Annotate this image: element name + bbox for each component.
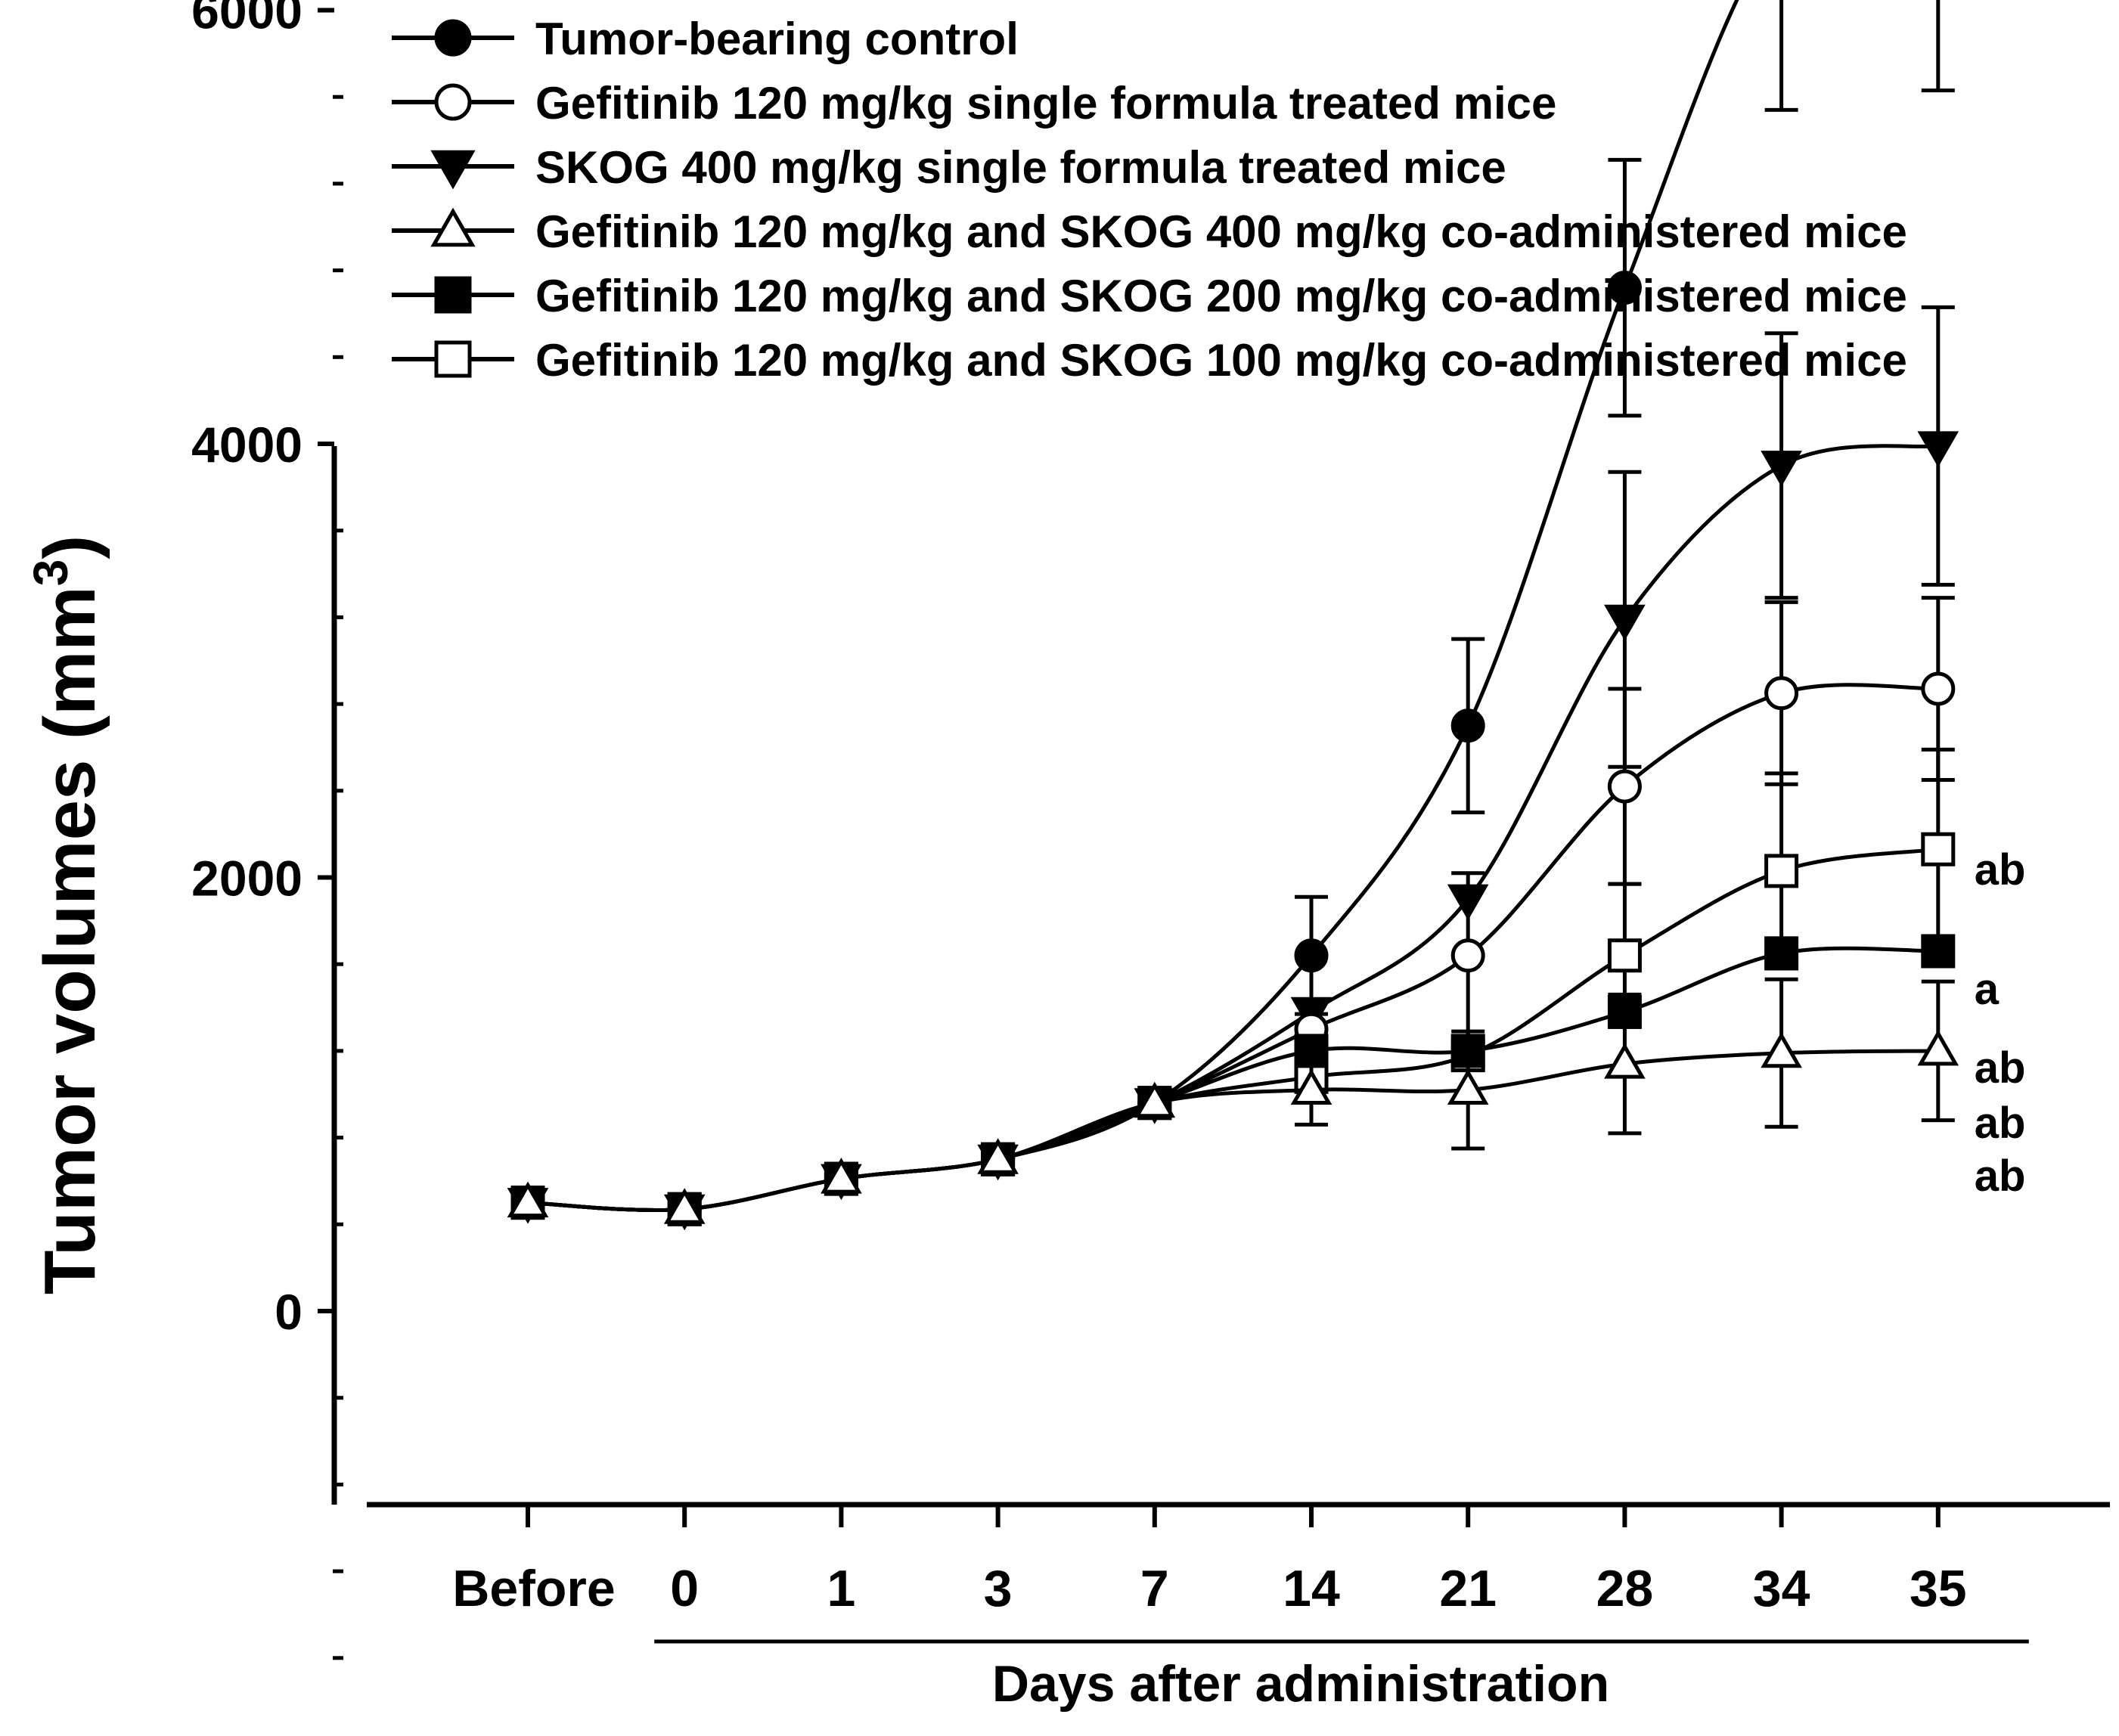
legend-item: Gefitinib 120 mg/kg and SKOG 100 mg/kg c…: [392, 335, 1907, 386]
x-tick-label: Before: [452, 1560, 615, 1617]
circle-marker: [1607, 769, 1642, 804]
series-line: [527, 946, 1938, 1212]
circle-marker: [1607, 271, 1642, 305]
circle-marker: [434, 19, 472, 57]
triangle-up-marker: [1604, 1043, 1646, 1079]
triangle-up-marker: [430, 207, 476, 247]
series-5: ab: [510, 747, 2026, 1226]
legend-item: Tumor-bearing control: [392, 14, 1019, 64]
significance-annotation: a: [1975, 965, 2000, 1014]
x-axis-label: Days after administration: [992, 1655, 1609, 1713]
circle-marker: [1764, 676, 1799, 711]
x-tick-label: 1: [827, 1560, 855, 1617]
y-axis: 02000400060008000: [191, 0, 343, 1660]
y-axis-label-close: ): [29, 535, 110, 560]
x-tick-label: 21: [1439, 1560, 1497, 1617]
square-marker: [1607, 938, 1642, 973]
legend: Tumor-bearing control Gefitinib 120 mg/kg…: [392, 14, 1907, 386]
square-marker: [434, 276, 472, 314]
series-line: [527, 444, 1939, 1212]
y-tick-label: 0: [275, 1284, 302, 1340]
series-1: a: [510, 596, 2000, 1226]
legend-label: Gefitinib 120 mg/kg and SKOG 400 mg/kg c…: [535, 206, 1907, 257]
y-axis-label-superscript: 3: [23, 560, 78, 587]
triangle-up-marker: [507, 1181, 549, 1218]
y-axis-label: Tumor volumes (mm3): [23, 535, 110, 1295]
legend-item: Gefitinib 120 mg/kg and SKOG 200 mg/kg c…: [392, 271, 1907, 321]
square-marker: [434, 340, 472, 378]
square-marker: [1921, 832, 1956, 866]
significance-annotation: ab: [1975, 1043, 2026, 1093]
legend-item: Gefitinib 120 mg/kg and SKOG 400 mg/kg c…: [392, 206, 1907, 257]
triangle-up-marker: [1761, 1031, 1802, 1068]
significance-annotation: ab: [1975, 1099, 2026, 1148]
circle-marker: [1294, 938, 1329, 973]
triangle-up-marker: [977, 1138, 1019, 1174]
legend-label: Tumor-bearing control: [535, 14, 1019, 64]
x-tick-label: 28: [1596, 1560, 1654, 1617]
series-line: [527, 847, 1939, 1212]
triangle-down-marker: [1761, 451, 1802, 487]
legend-item: SKOG 400 mg/kg single formula treated mi…: [392, 142, 1506, 193]
triangle-up-marker: [1290, 1068, 1333, 1105]
series-2: ab: [507, 305, 2026, 1231]
x-tick-label: 7: [1140, 1560, 1169, 1617]
legend-label: Gefitinib 120 mg/kg single formula treat…: [535, 78, 1556, 129]
triangle-up-marker: [1917, 1029, 1959, 1066]
circle-marker: [1921, 671, 1956, 706]
x-tick-label: 34: [1753, 1560, 1810, 1617]
square-marker: [1764, 854, 1799, 888]
y-tick-label: 6000: [191, 0, 302, 39]
triangle-down-marker: [1917, 431, 1959, 467]
x-tick-label: 0: [670, 1560, 699, 1617]
series-line: [527, 683, 1938, 1212]
x-tick-label: 35: [1910, 1560, 1967, 1617]
significance-annotation: ab: [1975, 1152, 2026, 1201]
significance-annotation: ab: [1975, 845, 2026, 894]
x-axis: Before 0 1 3 7 14 21 28 34 35: [367, 1502, 2110, 1644]
legend-label: Gefitinib 120 mg/kg and SKOG 100 mg/kg c…: [535, 335, 1907, 386]
circle-marker: [434, 83, 472, 121]
triangle-down-marker: [1604, 604, 1646, 641]
triangle-up-marker: [821, 1158, 862, 1194]
legend-label: SKOG 400 mg/kg single formula treated mi…: [535, 142, 1506, 193]
y-tick-label: 4000: [191, 417, 302, 473]
circle-marker: [1450, 938, 1485, 973]
legend-item: Gefitinib 120 mg/kg single formula treat…: [392, 78, 1556, 129]
triangle-up-marker: [663, 1188, 706, 1224]
y-tick-label: 2000: [191, 851, 302, 907]
triangle-up-marker: [1134, 1081, 1176, 1118]
legend-label: Gefitinib 120 mg/kg and SKOG 200 mg/kg c…: [535, 271, 1907, 321]
triangle-up-marker: [1447, 1068, 1489, 1105]
series-4: ab: [510, 934, 2026, 1226]
x-tick-label: 3: [984, 1560, 1013, 1617]
series-3: ab: [507, 977, 2026, 1224]
square-marker: [1764, 936, 1799, 971]
y-axis-label-main: Tumor volumes (mm: [29, 586, 110, 1294]
series-line: [527, 1049, 1938, 1212]
triangle-down-marker: [430, 150, 476, 190]
x-tick-label: 14: [1283, 1560, 1340, 1617]
square-marker: [1921, 934, 1956, 969]
circle-marker: [1450, 708, 1485, 743]
